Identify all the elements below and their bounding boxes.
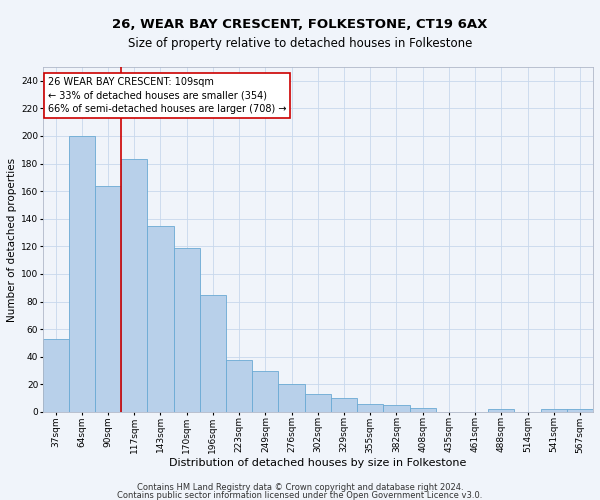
Bar — [357, 404, 383, 412]
Bar — [121, 160, 148, 412]
Bar — [43, 339, 69, 412]
Bar — [383, 405, 410, 412]
Text: Contains public sector information licensed under the Open Government Licence v3: Contains public sector information licen… — [118, 492, 482, 500]
Bar — [331, 398, 357, 412]
Bar — [226, 360, 252, 412]
Bar — [69, 136, 95, 412]
Bar — [252, 370, 278, 412]
Bar — [95, 186, 121, 412]
Bar — [488, 409, 514, 412]
Bar — [278, 384, 305, 412]
Bar — [567, 409, 593, 412]
Text: 26, WEAR BAY CRESCENT, FOLKESTONE, CT19 6AX: 26, WEAR BAY CRESCENT, FOLKESTONE, CT19 … — [112, 18, 488, 30]
Bar — [410, 408, 436, 412]
Bar — [200, 294, 226, 412]
Bar — [305, 394, 331, 412]
Text: 26 WEAR BAY CRESCENT: 109sqm
← 33% of detached houses are smaller (354)
66% of s: 26 WEAR BAY CRESCENT: 109sqm ← 33% of de… — [48, 78, 287, 114]
Bar — [541, 409, 567, 412]
Bar — [148, 226, 173, 412]
Bar — [173, 248, 200, 412]
X-axis label: Distribution of detached houses by size in Folkestone: Distribution of detached houses by size … — [169, 458, 466, 468]
Y-axis label: Number of detached properties: Number of detached properties — [7, 158, 17, 322]
Text: Contains HM Land Registry data © Crown copyright and database right 2024.: Contains HM Land Registry data © Crown c… — [137, 483, 463, 492]
Text: Size of property relative to detached houses in Folkestone: Size of property relative to detached ho… — [128, 38, 472, 51]
